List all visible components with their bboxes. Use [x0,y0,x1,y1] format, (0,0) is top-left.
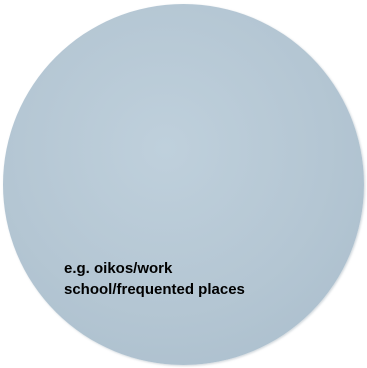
caption-line-2: school/frequented places [64,281,245,298]
caption-line-1: e.g. oikos/work [64,260,173,277]
circle-caption: e.g. oikos/work school/frequented places [64,258,304,300]
circle-shape [3,4,364,365]
